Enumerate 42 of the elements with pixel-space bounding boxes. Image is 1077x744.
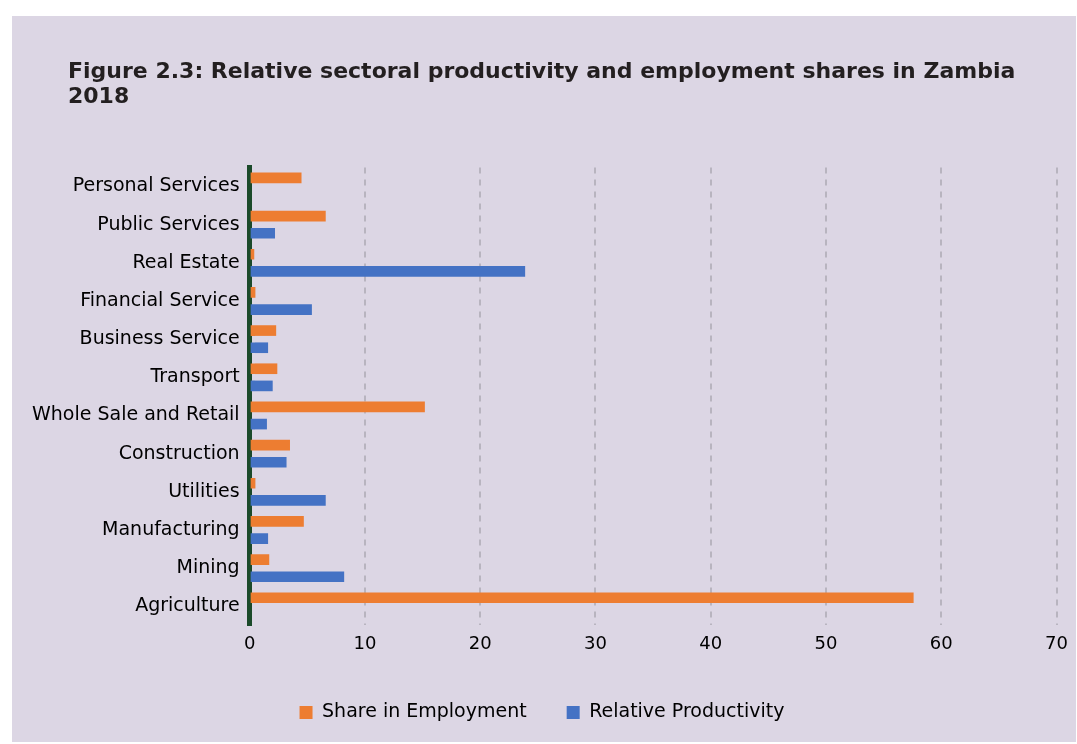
bar bbox=[250, 325, 277, 336]
bar bbox=[250, 266, 526, 277]
y-tick-label: Business Service bbox=[79, 326, 240, 349]
bar bbox=[250, 210, 326, 222]
bar bbox=[250, 227, 276, 239]
bar bbox=[250, 495, 326, 506]
y-tick-label: Public Services bbox=[97, 211, 240, 234]
y-tick-label: Real Estate bbox=[132, 249, 240, 272]
legend-label: Share in Employment bbox=[322, 699, 527, 722]
bar bbox=[250, 418, 267, 430]
y-tick-label: Construction bbox=[118, 440, 240, 463]
x-tick-label: 10 bbox=[353, 631, 377, 653]
y-tick-label: Whole Sale and Retail bbox=[31, 402, 240, 425]
bar bbox=[250, 533, 269, 544]
bar bbox=[250, 554, 270, 565]
bar bbox=[250, 380, 273, 392]
y-tick-label: Utilities bbox=[168, 478, 240, 501]
bar bbox=[250, 304, 312, 315]
bar bbox=[250, 342, 269, 354]
bar bbox=[250, 363, 278, 375]
bar bbox=[250, 456, 287, 468]
bar bbox=[250, 571, 345, 583]
x-tick-label: 40 bbox=[699, 631, 723, 653]
x-tick-label: 30 bbox=[584, 631, 607, 653]
x-tick-label: 70 bbox=[1045, 631, 1068, 653]
x-tick-label: 0 bbox=[243, 631, 256, 653]
y-tick-label: Transport bbox=[149, 364, 240, 387]
x-tick-label: 20 bbox=[468, 631, 492, 653]
x-tick-label: 50 bbox=[814, 631, 838, 653]
bar bbox=[250, 401, 425, 413]
x-tick-label: 60 bbox=[929, 631, 953, 653]
y-tick-label: Financial Service bbox=[80, 287, 240, 310]
legend-label: Relative Productivity bbox=[589, 699, 785, 722]
chart-title: Figure 2.3: Relative sectoral productivity and employment shares in Zambia 2018 bbox=[68, 58, 1017, 108]
bar bbox=[250, 172, 302, 184]
y-tick-label: Agriculture bbox=[135, 593, 240, 616]
y-tick-label: Mining bbox=[176, 555, 240, 578]
bar bbox=[250, 439, 290, 451]
bar bbox=[250, 516, 304, 527]
bar bbox=[250, 592, 914, 604]
y-tick-label: Personal Services bbox=[72, 173, 240, 196]
y-tick-label: Manufacturing bbox=[102, 516, 240, 539]
